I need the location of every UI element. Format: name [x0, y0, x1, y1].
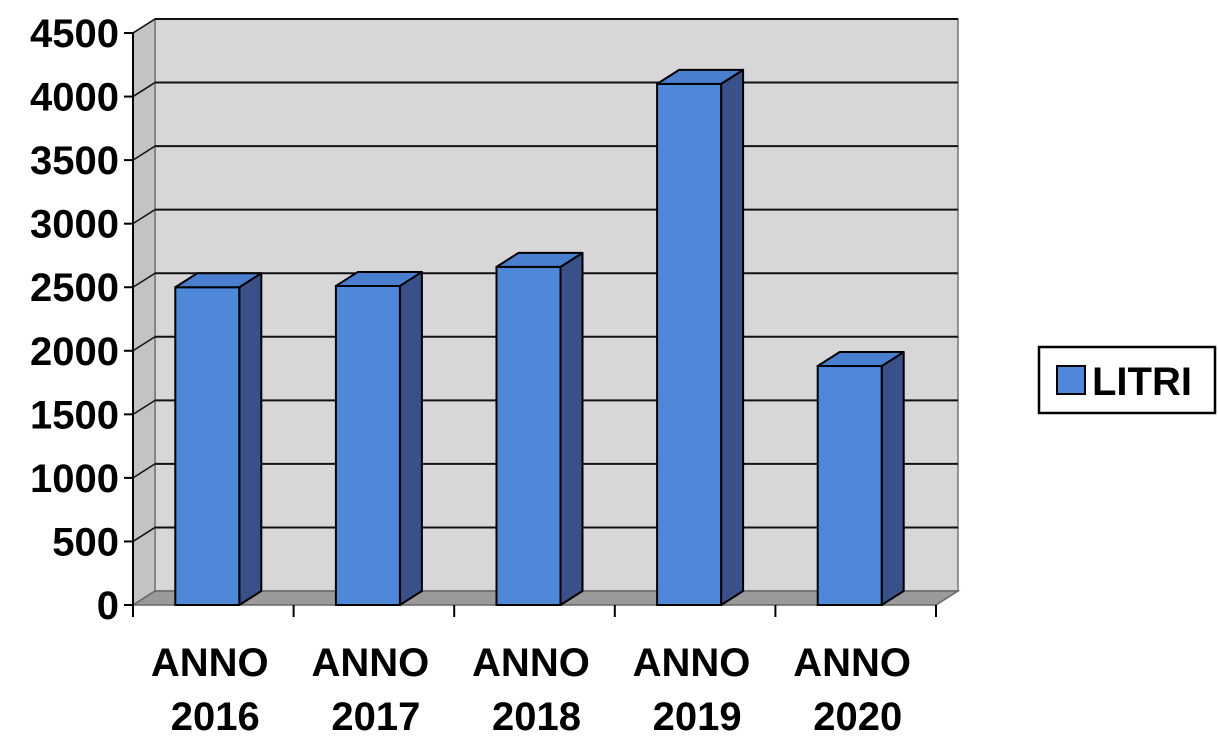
bar-top	[495, 251, 584, 268]
x-category-label: ANNO 2020	[793, 641, 922, 736]
y-tick-label: 3000	[30, 203, 119, 247]
bar-top	[174, 272, 263, 289]
bar	[656, 68, 745, 607]
x-category-label: ANNO 2018	[472, 641, 601, 736]
bar-front	[334, 284, 401, 606]
x-axis-labels: ANNO 2016 ANNO 2017 ANNO 2018 ANNO 2019 …	[151, 641, 922, 736]
bar-side	[559, 251, 584, 606]
gridline-side	[132, 18, 156, 34]
bar	[816, 351, 905, 606]
bar	[495, 251, 584, 606]
y-axis-labels: 0 500 1000 1500 2000 2500 3000 3500 4000…	[30, 12, 119, 628]
x-category-label: ANNO 2016	[151, 641, 280, 736]
bar-top	[656, 68, 745, 85]
y-tick-label: 4000	[30, 76, 119, 120]
y-tick-label: 0	[97, 584, 119, 628]
bar-front	[495, 265, 562, 606]
bar	[334, 270, 423, 606]
bar-side	[238, 272, 263, 606]
bar-top	[334, 270, 423, 287]
gridline-side	[132, 526, 156, 543]
y-tick-label: 1000	[30, 457, 119, 501]
bar-side	[398, 270, 423, 606]
bars	[174, 68, 905, 607]
y-axis-ticks	[124, 32, 133, 606]
gridline-side	[132, 81, 156, 98]
y-tick-label: 4500	[30, 12, 119, 56]
legend-label: LITRI	[1092, 360, 1192, 404]
gridline-side	[132, 463, 156, 479]
bar-front	[816, 365, 883, 606]
gridline-side	[132, 272, 156, 288]
legend: LITRI	[1037, 345, 1217, 415]
y-tick-label: 500	[52, 520, 119, 564]
bar-front	[174, 286, 241, 606]
x-axis-ticks	[132, 605, 937, 617]
legend-swatch	[1056, 365, 1086, 395]
gridline-side	[132, 399, 156, 415]
bar-side	[720, 68, 745, 606]
gridline-side	[132, 145, 156, 161]
chart-side-wall	[132, 17, 156, 607]
bar-front	[656, 82, 723, 607]
bar	[174, 272, 263, 606]
x-category-label: ANNO 2019	[633, 641, 762, 736]
gridline-side	[132, 336, 156, 352]
y-tick-label: 3500	[30, 139, 119, 183]
bar-side	[880, 351, 905, 606]
plot-area	[124, 17, 961, 617]
y-tick-label: 1500	[30, 393, 119, 437]
y-tick-label: 2000	[30, 330, 119, 374]
bar-top	[816, 351, 905, 368]
gridline-side	[132, 209, 156, 225]
x-category-label: ANNO 2017	[311, 641, 440, 736]
y-tick-label: 2500	[30, 266, 119, 310]
